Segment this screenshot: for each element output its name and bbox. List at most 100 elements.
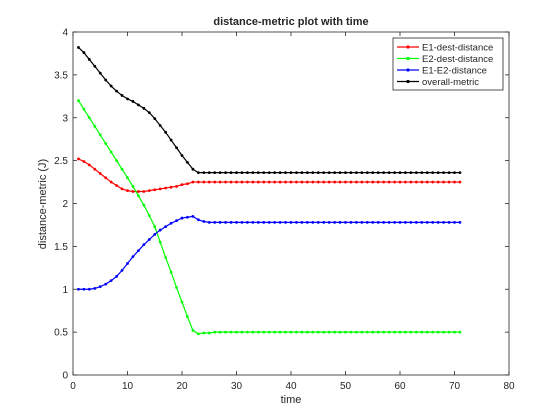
data-point <box>376 171 380 175</box>
data-point <box>137 190 140 193</box>
data-point <box>393 171 396 175</box>
data-point <box>447 220 451 224</box>
data-point <box>355 171 358 175</box>
data-point <box>180 216 184 220</box>
data-point <box>218 330 222 334</box>
data-point <box>284 180 287 184</box>
data-point <box>344 220 347 224</box>
series-e1-dest-distance <box>77 157 462 193</box>
data-point <box>87 116 91 120</box>
data-point <box>137 249 140 253</box>
data-point <box>289 330 293 334</box>
data-point <box>295 180 298 184</box>
data-point <box>371 330 375 334</box>
data-point <box>186 215 189 219</box>
data-point <box>98 285 102 289</box>
data-point <box>246 220 249 224</box>
data-point <box>175 184 178 188</box>
plot-area-frame <box>72 31 510 376</box>
y-tick-label: 0 <box>62 371 68 382</box>
data-point <box>365 180 369 184</box>
data-point <box>186 160 189 164</box>
data-point <box>316 171 320 175</box>
data-point <box>235 330 238 334</box>
x-tick-label: 0 <box>70 381 76 392</box>
data-point <box>344 330 347 334</box>
data-point <box>229 180 233 184</box>
x-tick-label: 20 <box>176 381 188 392</box>
series-layer <box>77 46 462 336</box>
data-point <box>338 330 342 334</box>
data-point <box>126 176 129 180</box>
legend-item: E2-dest-distance <box>397 54 493 65</box>
data-point <box>327 330 331 334</box>
y-tick-label: 1.5 <box>54 242 68 253</box>
data-point <box>278 180 282 184</box>
data-point <box>338 180 342 184</box>
data-point <box>82 107 86 111</box>
data-point <box>316 180 320 184</box>
data-point <box>409 171 413 175</box>
data-point <box>311 180 315 184</box>
data-point <box>376 220 380 224</box>
data-point <box>251 220 255 224</box>
data-point <box>196 180 200 184</box>
data-point <box>131 184 135 188</box>
data-point <box>218 171 222 175</box>
data-point <box>322 180 326 184</box>
data-point <box>164 225 168 229</box>
data-point <box>382 180 386 184</box>
data-point <box>93 286 97 290</box>
data-point <box>278 330 282 334</box>
data-point <box>420 330 424 334</box>
data-point <box>431 330 435 334</box>
legend-label: E2-dest-distance <box>422 54 493 65</box>
legend-swatch-marker <box>406 56 410 61</box>
data-point <box>175 219 178 223</box>
data-point <box>431 171 435 175</box>
data-point <box>115 274 118 278</box>
data-point <box>235 171 238 175</box>
data-point <box>458 180 462 184</box>
data-point <box>398 180 402 184</box>
data-point <box>376 180 380 184</box>
data-point <box>191 180 195 184</box>
data-point <box>87 58 91 61</box>
data-point <box>273 171 277 175</box>
data-point <box>371 180 375 184</box>
data-point <box>414 171 418 175</box>
data-point <box>436 171 440 175</box>
data-point <box>158 124 162 127</box>
data-point <box>349 220 353 224</box>
data-point <box>104 282 108 286</box>
data-point <box>442 220 445 224</box>
data-point <box>311 220 315 224</box>
data-point <box>202 331 206 335</box>
data-point <box>349 171 353 175</box>
data-point <box>295 220 298 224</box>
data-point <box>409 180 413 184</box>
data-point <box>404 171 407 175</box>
data-point <box>393 330 396 334</box>
data-point <box>305 220 309 224</box>
data-point <box>115 159 118 163</box>
data-point <box>98 172 102 175</box>
data-point <box>425 220 429 224</box>
data-point <box>365 330 369 334</box>
data-point <box>355 330 358 334</box>
data-point <box>267 330 271 334</box>
data-point <box>284 171 287 175</box>
data-point <box>256 330 260 334</box>
data-point <box>382 220 386 224</box>
data-point <box>98 71 102 75</box>
data-point <box>267 180 271 184</box>
data-point <box>169 270 173 274</box>
data-point <box>82 160 86 163</box>
data-point <box>251 180 255 184</box>
data-point <box>246 171 249 175</box>
data-point <box>327 171 331 175</box>
data-point <box>262 180 266 184</box>
data-point <box>289 171 293 175</box>
data-point <box>273 180 277 184</box>
